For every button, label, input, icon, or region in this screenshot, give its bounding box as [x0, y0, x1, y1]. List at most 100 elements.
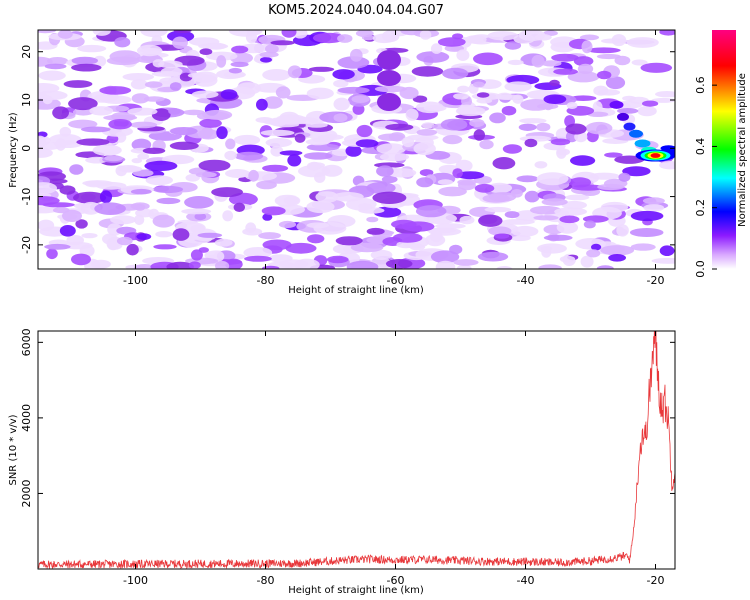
heatmap-cell	[91, 259, 111, 269]
heatmap-cell	[536, 122, 551, 132]
heatmap-cell	[385, 259, 413, 269]
heatmap-cell	[38, 135, 47, 148]
heatmap-cell	[585, 121, 613, 135]
heatmap-cell	[332, 192, 364, 202]
bottom-plot-frame	[37, 330, 676, 570]
heatmap-cell	[233, 134, 261, 146]
heatmap-cell	[222, 210, 234, 222]
heatmap-cell	[80, 201, 101, 215]
heatmap-cell	[211, 187, 244, 198]
heatmap-cell	[580, 255, 594, 268]
heatmap-cell	[659, 245, 675, 256]
chart-title: KOM5.2024.040.04.04.G07	[268, 3, 444, 18]
heatmap-cell	[42, 95, 53, 105]
heatmap-cell	[377, 93, 401, 111]
y-tick-label: 4000	[20, 404, 33, 432]
heatmap-cell	[181, 208, 212, 215]
heatmap-cell	[44, 63, 67, 70]
heatmap-cell	[630, 243, 656, 251]
heatmap-cell	[530, 205, 562, 215]
colorbar-ticks: 0.0 0.2 0.4 0.6	[694, 76, 717, 278]
heatmap-cell	[400, 30, 424, 36]
heatmap-cell	[379, 152, 410, 162]
heatmap-cell	[583, 220, 596, 229]
heatmap-cell	[44, 243, 71, 250]
heatmap-cell	[54, 140, 83, 149]
heatmap-cell	[541, 198, 568, 206]
heatmap-cell	[392, 232, 423, 243]
heatmap-cell	[345, 145, 362, 157]
heatmap-cell	[608, 253, 626, 262]
x-tick-label: -80	[257, 274, 275, 287]
heatmap-cell	[372, 191, 407, 204]
heatmap-cell	[73, 191, 107, 204]
heatmap-cell	[261, 265, 280, 269]
heatmap-cells	[38, 30, 675, 269]
bottom-y-axis-label: SNR (10 * v/v)	[8, 414, 19, 485]
heatmap-cell	[244, 255, 272, 262]
heatmap-cell	[151, 71, 182, 77]
heatmap-cell	[455, 106, 486, 117]
colorbar-gradient	[712, 30, 736, 269]
heatmap-cell	[501, 219, 535, 225]
heatmap-cell	[554, 207, 587, 216]
heatmap-cell	[559, 255, 576, 263]
heatmap-cell	[504, 41, 522, 50]
heatmap-cell	[634, 139, 651, 148]
heatmap-cell	[307, 234, 325, 244]
heatmap-cell	[92, 30, 111, 36]
heatmap-cell	[618, 172, 631, 182]
heatmap-cell	[242, 227, 263, 236]
heatmap-cell	[482, 194, 510, 203]
heatmap-cell	[643, 204, 665, 212]
heatmap-cell	[197, 129, 219, 140]
heatmap-cell	[130, 121, 158, 129]
heatmap-cell	[139, 47, 163, 54]
heatmap-cell	[333, 79, 349, 88]
x-tick-label: -40	[517, 574, 535, 587]
heatmap-cell	[553, 68, 578, 75]
heatmap-cell	[225, 138, 236, 150]
heatmap-cell	[356, 124, 373, 138]
heatmap-cell	[206, 42, 227, 50]
heatmap-cell	[265, 138, 293, 148]
y-tick-label: 20	[20, 45, 33, 59]
heatmap-cell	[550, 138, 571, 146]
heatmap-cell	[71, 56, 99, 65]
x-tick-label: -60	[387, 274, 405, 287]
heatmap-cell	[333, 113, 348, 123]
heatmap-cell	[172, 228, 190, 241]
heatmap-cell	[430, 43, 443, 54]
heatmap-cell	[191, 90, 219, 99]
heatmap-cell	[488, 226, 512, 236]
heatmap-cell	[438, 186, 467, 197]
heatmap-cell	[116, 236, 133, 246]
heatmap-cell	[489, 112, 506, 124]
heatmap-cell	[388, 132, 406, 142]
heatmap-cell	[586, 47, 621, 54]
heatmap-cell	[158, 60, 183, 69]
heatmap-cell	[85, 156, 108, 164]
heatmap-cell	[312, 32, 345, 44]
heatmap-cell	[262, 213, 273, 221]
heatmap-cell	[262, 69, 291, 81]
heatmap-cell	[104, 155, 123, 162]
heatmap-cell	[108, 119, 132, 130]
heatmap-cell	[306, 200, 335, 214]
heatmap-cell	[184, 196, 214, 209]
heatmap-cell	[476, 98, 493, 104]
heatmap-cell	[216, 55, 227, 68]
colorbar: 0.0 0.2 0.4 0.6 Normalized spectral amplitu…	[694, 30, 748, 278]
heatmap-cell	[195, 171, 217, 178]
heatmap-cell	[172, 36, 188, 49]
heatmap-cell	[152, 185, 184, 193]
heatmap-cell	[142, 147, 166, 154]
heatmap-cell	[305, 138, 331, 146]
heatmap-cell	[248, 169, 259, 182]
heatmap-cell	[477, 251, 509, 262]
heatmap-cell	[231, 45, 249, 54]
heatmap-cell	[502, 144, 522, 154]
heatmap-cell	[287, 154, 302, 167]
heatmap-cell	[224, 150, 237, 161]
heatmap-cell	[173, 30, 192, 34]
